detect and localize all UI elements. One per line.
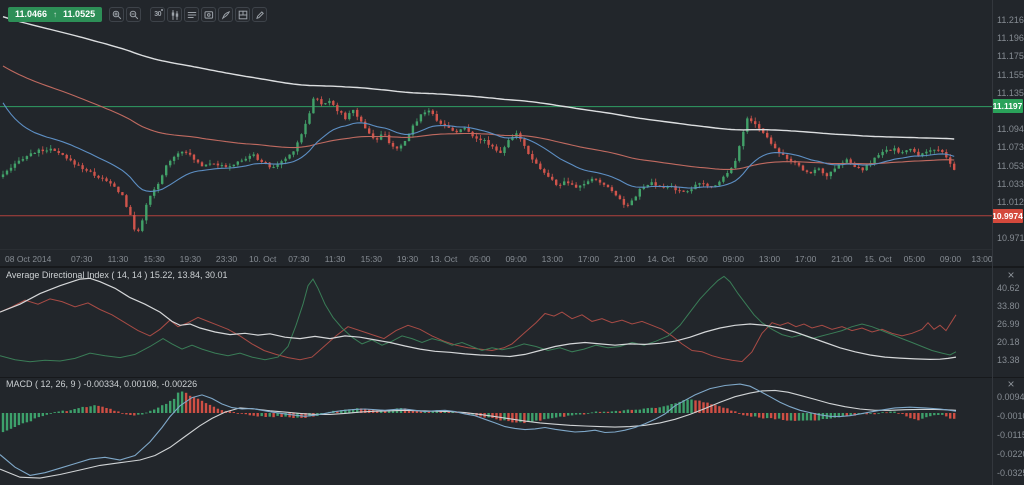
price-axis-label: 11.1350: [997, 88, 1024, 98]
chart-toolbar: 11.0466 ↑ 11.0525 30: [8, 7, 268, 22]
indicators-button[interactable]: [184, 7, 200, 22]
quote-pill[interactable]: 11.0466 ↑ 11.0525: [8, 7, 103, 22]
time-axis-label: 19:30: [179, 254, 201, 264]
zoom-out-button[interactable]: [126, 7, 142, 22]
up-arrow-icon: ↑: [53, 10, 58, 19]
support-price-badge: 10.9974: [992, 209, 1023, 223]
time-axis-label: 05:00: [469, 254, 491, 264]
time-axis-label: 10. Oct: [248, 254, 277, 264]
price-axis-label: 10.9719: [997, 233, 1024, 243]
macd-axis[interactable]: 0.00944 -0.00106 -0.01157 -0.02207 -0.03258: [992, 378, 1024, 485]
time-axis-label: 09:00: [939, 254, 962, 264]
price-axis-label: 11.1758: [997, 51, 1024, 61]
time-axis-label: 23:30: [215, 254, 238, 264]
zoom-button-group: [109, 7, 142, 22]
bid-price: 11.0466: [15, 9, 48, 19]
layout-button[interactable]: [235, 7, 251, 22]
edit-pencil-icon: [255, 10, 264, 19]
macd-pane-title: MACD ( 12, 26, 9 ) -0.00334, 0.00108, -0…: [6, 379, 198, 389]
time-axis-label: 07:30: [288, 254, 310, 264]
annotate-pen-icon: [221, 10, 230, 20]
adx-axis-label: 20.18: [997, 336, 1020, 347]
axis-separator: [992, 0, 993, 485]
time-axis-label: 21:00: [614, 254, 636, 264]
time-axis-label: 15. Oct: [864, 254, 892, 264]
price-axis-label: 11.0534: [997, 161, 1024, 171]
time-axis-label: 08 Oct 2014: [5, 254, 52, 264]
price-axis-label: 11.0738: [997, 142, 1024, 152]
timeframe-dot-icon: [160, 9, 163, 11]
time-axis-label: 13:00: [541, 254, 563, 264]
time-axis-label: 13. Oct: [429, 254, 458, 264]
time-axis[interactable]: 08 Oct 2014 07:30 11:30 15:30 19:30 23:30 10. …: [0, 249, 993, 267]
edit-button[interactable]: [252, 7, 268, 22]
macd-axis-label: -0.01157: [997, 430, 1024, 440]
chart-type-candles-button[interactable]: [167, 7, 183, 22]
macd-axis-label: -0.03258: [997, 468, 1024, 478]
time-axis-label: 11:30: [324, 254, 346, 264]
time-axis-label: 17:00: [577, 254, 600, 264]
time-axis-label: 17:00: [795, 254, 817, 264]
pane-separator[interactable]: [0, 377, 1024, 378]
annotate-button[interactable]: [218, 7, 234, 22]
time-axis-label: 19:30: [396, 254, 419, 264]
indicators-icon: [187, 11, 196, 18]
main-plot[interactable]: [0, 0, 992, 249]
layout-grid-icon: [238, 10, 247, 19]
price-axis-label: 11.1962: [997, 33, 1024, 43]
candles-icon: [171, 9, 178, 20]
price-axis-label: 11.1554: [997, 70, 1024, 80]
resistance-price-badge: 11.1197: [992, 99, 1023, 113]
timeframe-30-button[interactable]: 30: [150, 7, 166, 22]
macd-axis-label: 0.00944: [997, 392, 1024, 402]
pane-separator[interactable]: [0, 266, 1024, 268]
time-axis-label: 05:00: [903, 254, 925, 264]
macd-axis-label: -0.02207: [997, 449, 1024, 459]
time-axis-label: 14. Oct: [647, 254, 675, 264]
price-axis-label: 11.2166: [997, 15, 1024, 25]
adx-pane-title: Average Directional Index ( 14, 14 ) 15.…: [6, 270, 228, 280]
macd-close-button[interactable]: ×: [1007, 377, 1015, 391]
macd-plot[interactable]: [0, 378, 992, 485]
adx-axis-label: 13.38: [997, 354, 1020, 365]
time-axis-label: 13:00: [971, 254, 993, 264]
time-axis-label: 05:00: [686, 254, 708, 264]
time-axis-label: 13:00: [758, 254, 781, 264]
chart-tools-group: 30: [150, 7, 268, 22]
adx-axis-label: 40.62: [997, 282, 1020, 293]
adx-axis-label: 26.99: [997, 318, 1020, 329]
snapshot-button[interactable]: [201, 7, 217, 22]
price-axis-label: 11.0942: [997, 124, 1024, 134]
price-axis[interactable]: 11.2166 11.1962 11.1758 11.1554 11.1350 11.09…: [992, 0, 1024, 266]
price-axis-label: 11.0127: [997, 197, 1024, 207]
zoom-in-button[interactable]: [109, 7, 125, 22]
time-axis-label: 11:30: [107, 254, 129, 264]
macd-axis-label: -0.00106: [997, 411, 1024, 421]
snapshot-icon: [204, 10, 213, 19]
timeframe-label: 30: [154, 11, 161, 18]
time-axis-label: 15:30: [143, 254, 165, 264]
time-axis-label: 15:30: [360, 254, 382, 264]
adx-close-button[interactable]: ×: [1007, 268, 1015, 282]
adx-plot[interactable]: [0, 268, 992, 377]
time-axis-label: 09:00: [722, 254, 744, 264]
zoom-out-icon: [129, 10, 138, 19]
adx-axis-label: 33.80: [997, 300, 1020, 311]
time-axis-label: 21:00: [831, 254, 853, 264]
adx-axis[interactable]: 40.62 33.80 26.99 20.18 13.38: [992, 268, 1024, 377]
time-axis-label: 07:30: [71, 254, 93, 264]
ask-price: 11.0525: [63, 9, 96, 19]
zoom-in-icon: [112, 10, 121, 19]
time-axis-label: 09:00: [505, 254, 527, 264]
